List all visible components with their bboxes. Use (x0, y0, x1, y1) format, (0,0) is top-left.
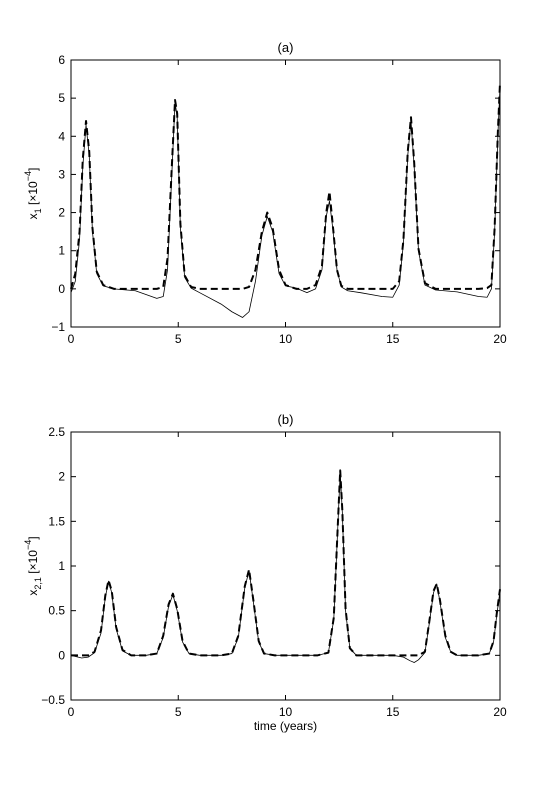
x-tick-label: 15 (386, 332, 400, 346)
y-tick-label: 1 (58, 244, 65, 258)
y-tick-label: −0.5 (41, 693, 65, 707)
x-tick-label: 5 (175, 332, 182, 346)
dashed-series-line (70, 82, 501, 290)
y-tick-label: 2 (58, 470, 65, 484)
solid-series-line (70, 471, 501, 663)
y-tick-label: 0.5 (48, 604, 65, 618)
dashed-series-line (71, 469, 501, 657)
y-tick-label: 5 (58, 91, 65, 105)
y-axis-label: x2,1 [×10−4] (23, 536, 43, 595)
y-tick-label: −1 (51, 320, 65, 334)
y-axis-label: x1 [×10−4] (23, 168, 43, 220)
plot-frame (70, 431, 501, 701)
y-tick-label: 2.5 (48, 425, 65, 439)
y-tick-label: 1.5 (48, 514, 65, 528)
x-tick-label: 10 (279, 332, 293, 346)
y-tick-label: 1 (58, 559, 65, 573)
y-tick-label: 2 (58, 206, 65, 220)
y-tick-label: 3 (58, 167, 65, 181)
x-tick-label: 5 (175, 705, 182, 719)
chart-title: (a) (278, 40, 294, 55)
chart-title: (b) (278, 412, 294, 427)
x-tick-label: 10 (279, 705, 293, 719)
y-tick-label: 0 (58, 282, 65, 296)
y-tick-label: 4 (58, 129, 65, 143)
x-tick-label: 20 (493, 705, 507, 719)
x-tick-label: 0 (68, 705, 75, 719)
chart-panel-b: (b)0 5 10 15 20−0.500.511.522.5x2,1 [×10−4]t… (23, 412, 507, 733)
x-tick-label: 0 (68, 332, 75, 346)
x-tick-label: 20 (493, 332, 507, 346)
x-tick-label: 15 (386, 705, 400, 719)
x-axis-label: time (years) (254, 719, 317, 733)
y-tick-label: 6 (58, 53, 65, 67)
y-tick-label: 0 (58, 648, 65, 662)
plot-frame (70, 59, 501, 328)
